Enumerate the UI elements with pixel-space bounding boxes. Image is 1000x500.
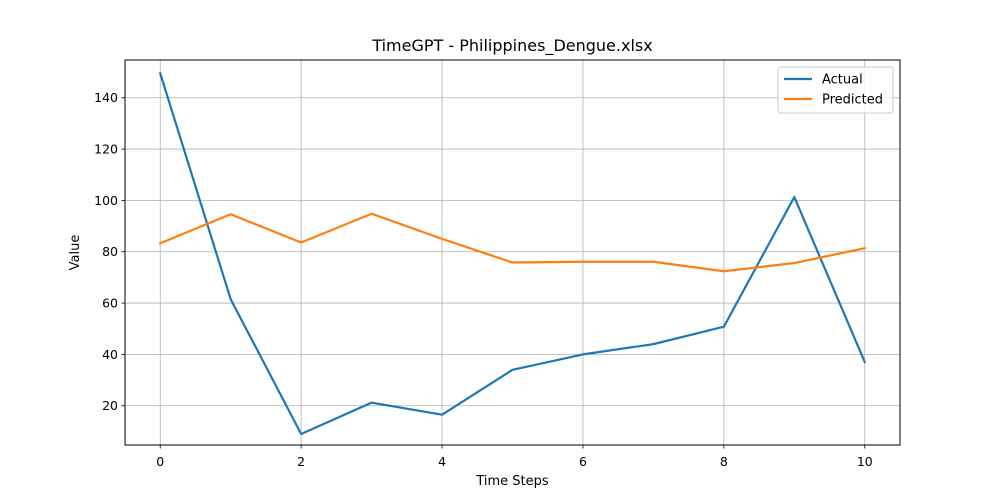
legend: Actual Predicted (777, 66, 894, 114)
y-axis-ticks: 20 40 60 80 100 120 140 (94, 90, 125, 413)
y-tick-label: 60 (102, 296, 118, 311)
series-lines (158, 71, 867, 436)
series-line-predicted (158, 212, 867, 273)
legend-label-actual: Actual (822, 73, 863, 88)
legend-label-predicted: Predicted (822, 93, 883, 108)
x-tick-label: 6 (579, 454, 587, 469)
x-tick-label: 4 (438, 454, 446, 469)
x-tick-label: 0 (156, 454, 164, 469)
x-tick-label: 8 (720, 454, 728, 469)
y-tick-label: 20 (102, 398, 118, 413)
y-tick-label: 40 (102, 347, 118, 362)
y-tick-label: 140 (94, 90, 118, 105)
x-tick-label: 2 (297, 454, 305, 469)
y-tick-label: 120 (94, 142, 118, 157)
y-tick-label: 100 (94, 193, 118, 208)
series-line-actual (158, 71, 867, 436)
grid-lines (125, 60, 900, 445)
chart-title: TimeGPT - Philippines_Dengue.xlsx (371, 36, 652, 56)
x-tick-label: 10 (857, 454, 873, 469)
y-axis-label: Value (68, 235, 83, 271)
plot-frame (124, 59, 901, 446)
y-tick-label: 80 (102, 244, 118, 259)
x-axis-label: Time Steps (475, 474, 549, 489)
x-axis-ticks: 0 2 4 6 8 10 (156, 445, 873, 469)
